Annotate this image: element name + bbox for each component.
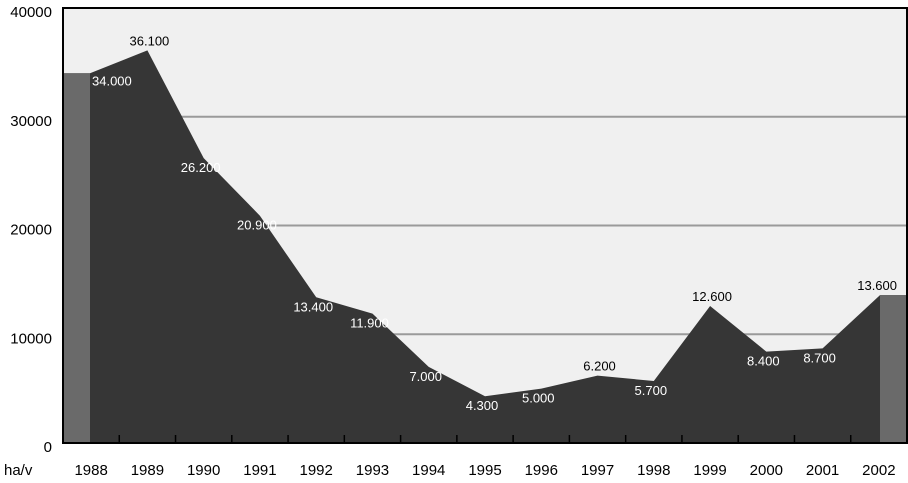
unit-label: ha/v (4, 462, 33, 479)
x-tick-label: 1989 (131, 462, 164, 479)
data-label-1997: 6.200 (583, 359, 616, 374)
data-label-2002: 13.600 (857, 278, 897, 293)
x-tick-label: 1991 (243, 462, 276, 479)
data-label-1990: 26.200 (181, 160, 221, 175)
end-bars (63, 73, 907, 443)
data-label-2000: 8.400 (747, 354, 780, 369)
y-tick-label: 30000 (10, 113, 52, 130)
x-tick-label: 2001 (806, 462, 839, 479)
x-tick-label: 1990 (187, 462, 220, 479)
x-tick-labels: 1988 1989 1990 1991 1992 1993 1994 1995 1996 1997… (74, 462, 895, 479)
data-label-1992: 13.400 (293, 299, 333, 314)
data-label-1998: 5.700 (635, 383, 668, 398)
x-tick-label: 1994 (412, 462, 445, 479)
axes (62, 7, 908, 444)
series-area (63, 50, 907, 444)
y-tick-label: 20000 (10, 222, 52, 239)
data-label-2001: 8.700 (803, 350, 836, 365)
x-tick-label: 1993 (356, 462, 389, 479)
data-label-1993: 11.900 (350, 316, 389, 331)
x-tick-label: 1995 (468, 462, 501, 479)
y-tick-label: 10000 (10, 330, 52, 347)
x-tick-label: 1997 (581, 462, 614, 479)
data-label-1989: 36.100 (130, 33, 170, 48)
data-label-1988: 34.000 (92, 73, 132, 88)
x-tick-label: 1996 (525, 462, 558, 479)
y-tick-label: 0 (44, 439, 52, 456)
x-tick-label: 1988 (74, 462, 107, 479)
x-tick-label: 2002 (862, 462, 895, 479)
x-tick-label: 2000 (750, 462, 783, 479)
bar-1988 (63, 73, 90, 443)
data-label-1995: 4.300 (466, 398, 499, 413)
data-label-1994: 7.000 (409, 369, 442, 384)
bar-2002 (880, 295, 907, 443)
x-tick-label: 1992 (300, 462, 333, 479)
data-labels: 34.000 36.100 26.200 20.900 13.400 11.900 7.00… (92, 33, 897, 413)
y-tick-label: 40000 (10, 4, 52, 21)
data-label-1996: 5.000 (522, 391, 555, 406)
plot-frame (62, 7, 908, 444)
data-label-1999: 12.600 (692, 289, 732, 304)
x-tick-label: 1999 (693, 462, 726, 479)
data-label-1991: 20.900 (237, 218, 277, 233)
x-tick-label: 1998 (637, 462, 670, 479)
y-tick-labels: 0 10000 20000 30000 40000 (10, 4, 52, 456)
